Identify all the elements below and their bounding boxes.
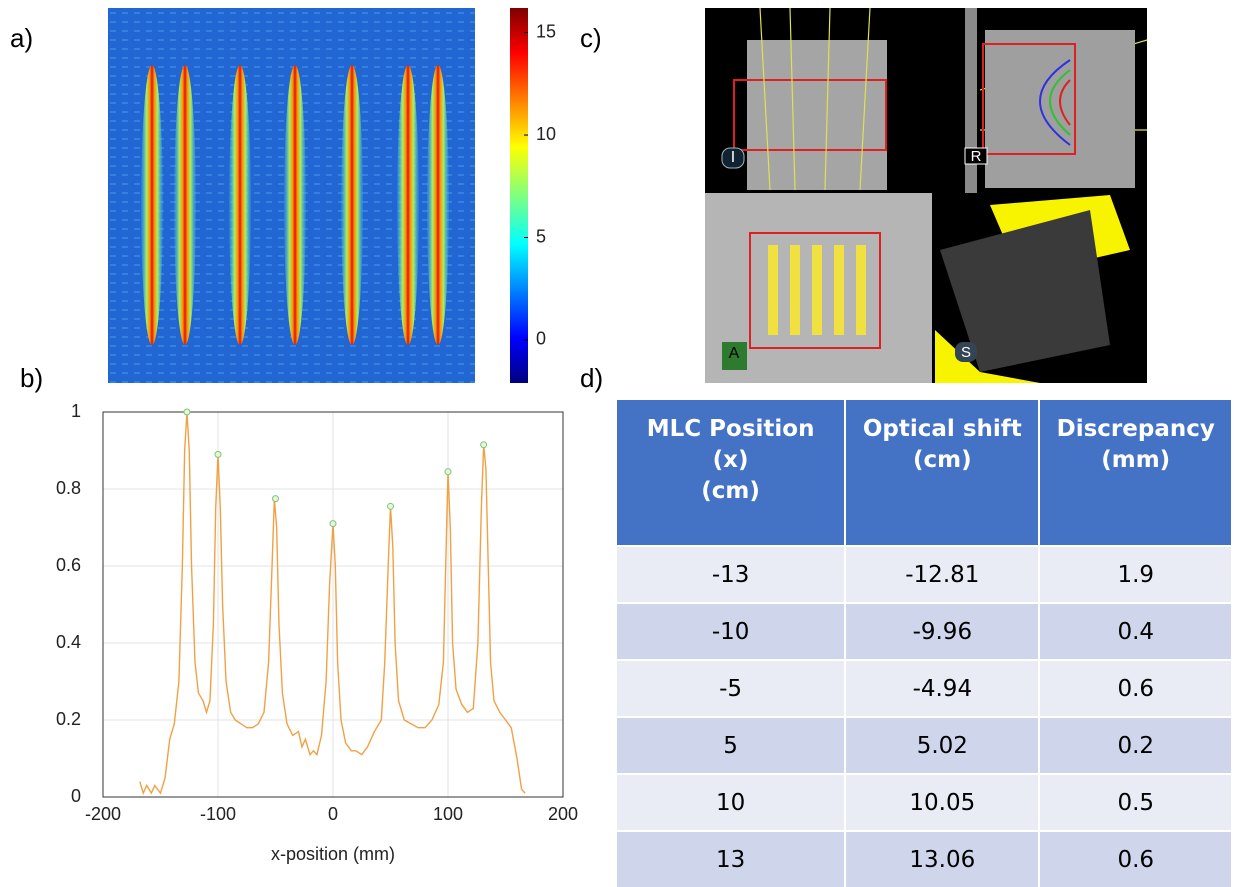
panel-label: d) — [580, 363, 603, 393]
table-row: 10 10.05 0.5 — [617, 773, 1233, 831]
header-line: MLC Position — [646, 416, 815, 442]
x-tick-label: 200 — [548, 804, 578, 824]
header-cell: Optical shift (cm) — [845, 400, 1041, 546]
table-cell: 0.6 — [1039, 830, 1233, 887]
header-line: (cm) — [701, 478, 760, 504]
y-tick-label: 0 — [71, 786, 81, 806]
colorbar-tick-label: 15 — [536, 21, 556, 41]
table-cell: 0.2 — [1039, 716, 1233, 774]
table-cell: 13.06 — [845, 830, 1041, 887]
table-row: 13 13.06 0.6 — [617, 830, 1233, 887]
x-tick-label: 100 — [433, 804, 463, 824]
profile-line — [139, 411, 526, 796]
3d-views — [705, 7, 1148, 383]
table-row: 5 5.02 0.2 — [617, 716, 1233, 774]
y-tick-label: 0.4 — [56, 632, 81, 652]
x-tick-label: -100 — [200, 804, 236, 824]
peak-marker — [480, 441, 488, 449]
stripe — [229, 65, 251, 345]
plot-frame — [102, 411, 564, 798]
stripe — [174, 65, 196, 345]
peak-marker — [387, 502, 394, 510]
table-cell: 0.5 — [1039, 773, 1233, 831]
header-line: Discrepancy — [1056, 416, 1215, 442]
peak-marker — [214, 450, 222, 458]
stripe — [341, 65, 363, 345]
peak-marker — [444, 468, 452, 476]
peak-marker — [329, 520, 337, 528]
table-cell: 0.4 — [1039, 602, 1233, 660]
panel-label: c) — [580, 23, 602, 53]
heatmap-image — [108, 8, 475, 383]
header-line: (mm) — [1101, 447, 1171, 473]
view-label: R — [971, 148, 982, 165]
table-cell: 13 — [617, 830, 847, 887]
page: a) b) x-position (mm) c) I R A S d) 0 5 10… — [10, 7, 1233, 887]
panel-label: b) — [20, 363, 43, 393]
table-cell: 10 — [617, 773, 847, 831]
table-cell: 10.05 — [845, 773, 1041, 831]
results-table: MLC Position (x) (cm) Optical shift (cm) Disc… — [617, 400, 1233, 887]
header-cell: Discrepancy (mm) — [1039, 400, 1233, 546]
y-tick-label: 1 — [71, 401, 81, 421]
stripe — [397, 65, 419, 345]
table-cell: 5 — [617, 716, 847, 774]
x-axis-label: x-position (mm) — [271, 844, 395, 864]
y-tick-label: 0.6 — [56, 555, 81, 575]
header-line: Optical shift — [862, 416, 1022, 442]
table-cell: -5 — [617, 659, 847, 717]
peak-marker — [183, 408, 191, 416]
colorbar-tick-label: 0 — [536, 329, 546, 349]
stripe — [284, 65, 306, 345]
view-label: S — [961, 344, 971, 361]
table-row: -5 -4.94 0.6 — [617, 659, 1233, 717]
table-cell: 0.6 — [1039, 659, 1233, 717]
header-line: (x) — [712, 447, 749, 473]
table-cell: -4.94 — [845, 659, 1041, 717]
y-tick-label: 0.2 — [56, 709, 81, 729]
table-row: -13 -12.81 1.9 — [617, 545, 1233, 603]
colorbar-tick-label: 5 — [536, 226, 546, 246]
x-tick-label: -200 — [85, 804, 121, 824]
header-line: (cm) — [913, 447, 972, 473]
panel-label: a) — [10, 23, 33, 53]
y-tick-label: 0.8 — [56, 478, 81, 498]
figure: a) b) x-position (mm) c) I R A S d) 0510… — [10, 7, 1148, 864]
stripe — [141, 65, 163, 345]
colorbar-tick-label: 10 — [536, 124, 556, 144]
stripe — [427, 65, 449, 345]
table-cell: -10 — [617, 602, 847, 660]
header-cell: MLC Position (x) (cm) — [617, 400, 847, 546]
table-cell: 5.02 — [845, 716, 1041, 774]
view-label: I — [731, 149, 735, 166]
table-cell: -9.96 — [845, 602, 1041, 660]
peak-marker — [272, 495, 279, 503]
table-row: -10 -9.96 0.4 — [617, 602, 1233, 660]
table-cell: 1.9 — [1039, 545, 1233, 603]
table-cell: -12.81 — [845, 545, 1041, 603]
view-label: A — [729, 345, 740, 362]
colorbar — [510, 8, 528, 383]
x-tick-label: 0 — [328, 804, 338, 824]
header-row: MLC Position (x) (cm) Optical shift (cm) Disc… — [617, 400, 1233, 546]
table-cell: -13 — [617, 545, 847, 603]
